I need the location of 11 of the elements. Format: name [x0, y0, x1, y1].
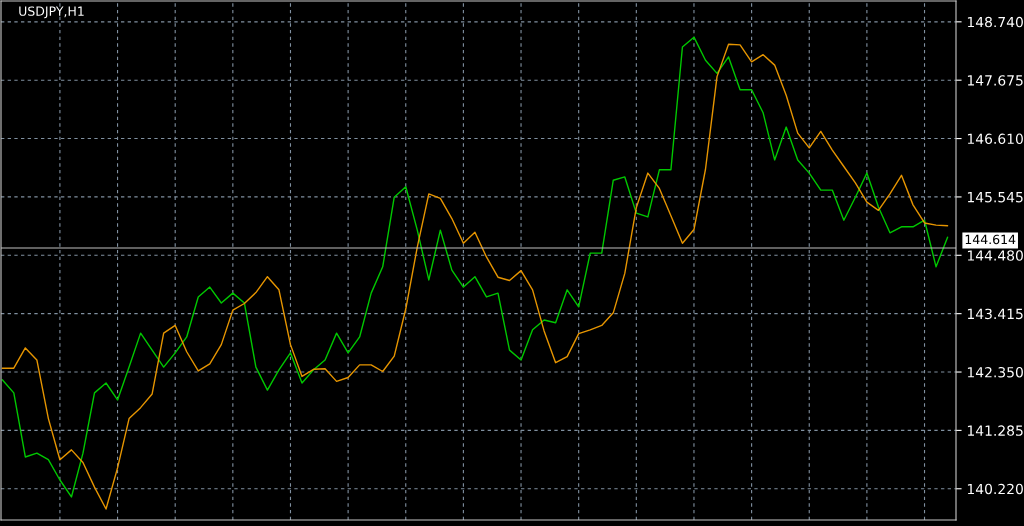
y-tick-label: 146.610: [967, 133, 1023, 145]
y-tick-label: 141.285: [967, 425, 1023, 436]
y-tick-label: 140.220: [967, 483, 1023, 495]
ref-line-label: 144.614: [965, 234, 1016, 245]
y-tick-label: 144.480: [967, 250, 1023, 261]
chart-title: USDJPY,H1: [19, 6, 84, 19]
y-tick-label: 142.350: [967, 367, 1023, 378]
y-tick-label: 148.740: [967, 16, 1023, 28]
y-tick-label: 145.545: [967, 192, 1023, 203]
y-tick-label: 147.675: [967, 75, 1023, 86]
y-tick-label: 143.415: [967, 308, 1023, 320]
